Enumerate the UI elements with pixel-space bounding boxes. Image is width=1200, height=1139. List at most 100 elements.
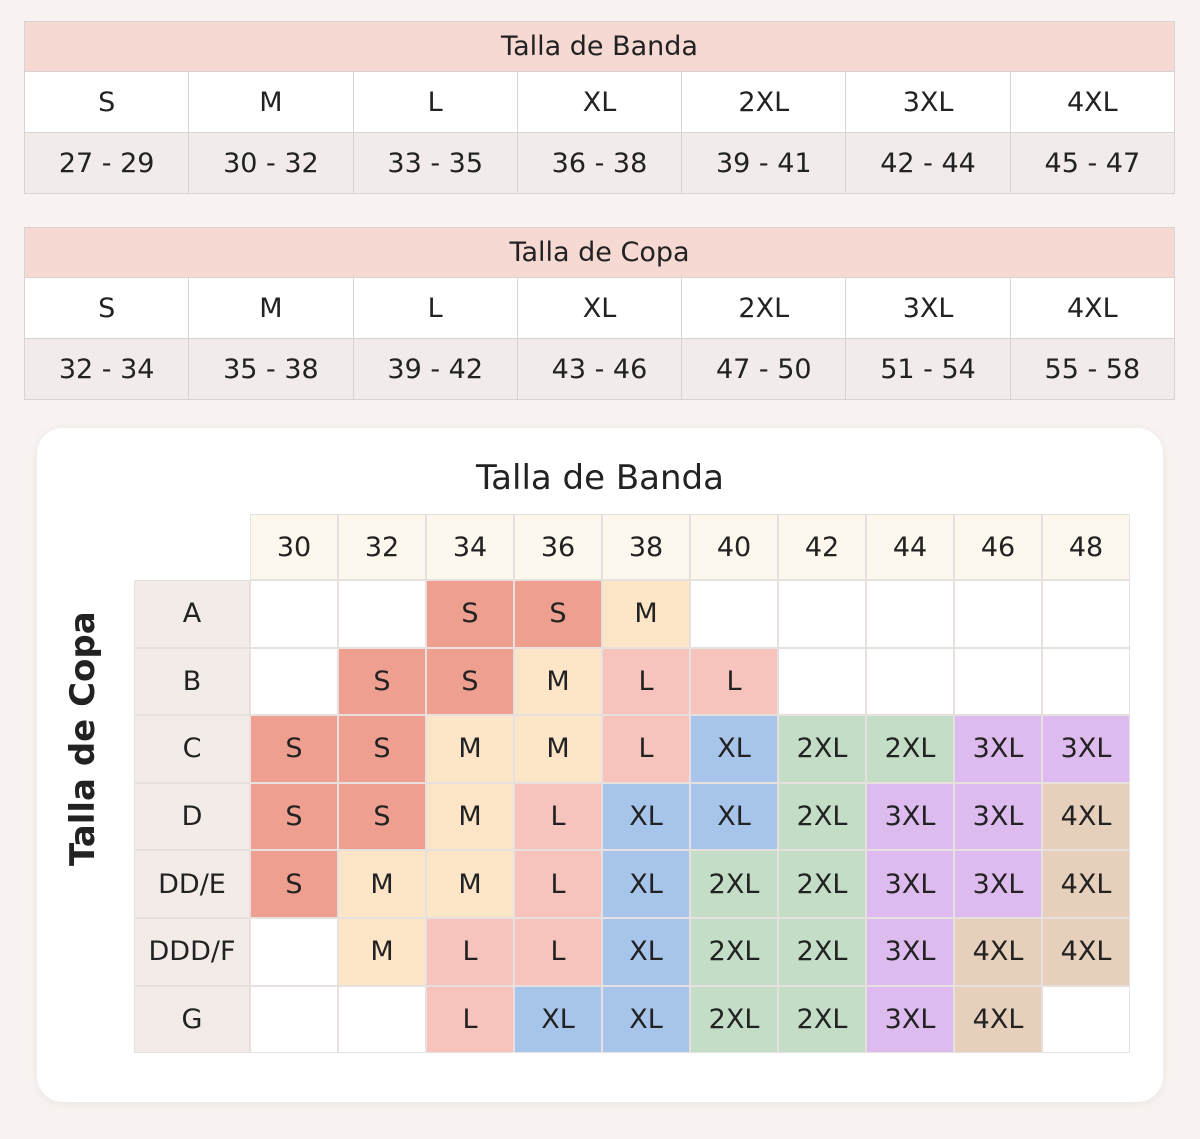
- cup-row-header: B: [134, 647, 250, 716]
- size-cell: [250, 918, 338, 986]
- size-cell: 4XL: [954, 918, 1042, 986]
- size-cell: 2XL: [778, 782, 866, 851]
- size-cell: [250, 985, 338, 1054]
- size-cell: 3XL: [1042, 715, 1130, 783]
- size-cell: L: [426, 918, 514, 986]
- size-cell: 3XL: [954, 782, 1042, 851]
- size-cell: 3XL: [866, 850, 954, 918]
- size-cell: S: [426, 580, 514, 648]
- band-column-header: 48: [1042, 514, 1130, 580]
- band-range-cell: 33 - 35: [352, 132, 518, 194]
- band-range-cell: 27 - 29: [23, 132, 190, 194]
- band-range-cell: 45 - 47: [1009, 132, 1176, 194]
- size-cell: XL: [602, 850, 690, 918]
- size-cell: L: [514, 782, 602, 851]
- band-column-header: 38: [602, 514, 690, 580]
- size-cell: 3XL: [954, 850, 1042, 918]
- band-table-title: Talla de Banda: [24, 21, 1175, 72]
- band-size-cell: XL: [516, 71, 683, 133]
- size-cell: XL: [690, 715, 778, 783]
- cup-table-title: Talla de Copa: [24, 227, 1175, 278]
- size-cell: M: [514, 715, 602, 783]
- band-range-cell: 36 - 38: [516, 132, 683, 194]
- size-cell: 2XL: [866, 715, 954, 783]
- cup-size-cell: 4XL: [1009, 277, 1176, 339]
- band-column-header: 32: [338, 514, 426, 580]
- band-size-cell: 2XL: [681, 71, 847, 133]
- size-cell: [338, 580, 426, 648]
- size-cell: M: [514, 647, 602, 716]
- size-cell: [250, 580, 338, 648]
- band-column-header: 46: [954, 514, 1042, 580]
- cup-row-header: D: [134, 782, 250, 851]
- band-size-cell: S: [23, 71, 190, 133]
- size-cell: S: [250, 715, 338, 783]
- cup-size-cell: M: [188, 277, 354, 339]
- cup-row-header: A: [134, 580, 250, 648]
- cup-size-cell: L: [352, 277, 518, 339]
- cup-range-cell: 47 - 50: [681, 338, 847, 400]
- band-range-cell: 39 - 41: [681, 132, 847, 194]
- size-cell: [338, 985, 426, 1054]
- size-cell: 4XL: [1042, 782, 1130, 851]
- band-column-header: 36: [514, 514, 602, 580]
- size-cell: [866, 580, 954, 648]
- cup-axis-label: Talla de Copa: [63, 611, 103, 866]
- cup-range-cell: 35 - 38: [188, 338, 354, 400]
- size-cell: S: [338, 782, 426, 851]
- size-cell: L: [602, 647, 690, 716]
- size-cell: 2XL: [690, 918, 778, 986]
- cup-range-cell: 39 - 42: [352, 338, 518, 400]
- size-cell: [866, 647, 954, 716]
- size-cell: S: [338, 715, 426, 783]
- cup-range-cell: 51 - 54: [845, 338, 1011, 400]
- cup-size-cell: S: [23, 277, 190, 339]
- cup-range-cell: 32 - 34: [23, 338, 190, 400]
- band-size-table: Talla de Banda S M L XL 2XL 3XL 4XL 27 -…: [23, 21, 1176, 194]
- size-cell: [1042, 647, 1130, 716]
- band-range-cell: 42 - 44: [845, 132, 1011, 194]
- size-cell: XL: [602, 782, 690, 851]
- size-cell: [1042, 985, 1130, 1054]
- size-cell: M: [338, 850, 426, 918]
- band-column-header: 34: [426, 514, 514, 580]
- size-cell: XL: [514, 985, 602, 1054]
- band-size-cell: 4XL: [1009, 71, 1176, 133]
- cup-size-cell: XL: [516, 277, 683, 339]
- band-column-header: 42: [778, 514, 866, 580]
- size-cell: XL: [602, 918, 690, 986]
- size-cell: [250, 647, 338, 716]
- size-cell: L: [426, 985, 514, 1054]
- size-cell: [954, 647, 1042, 716]
- size-chart-card: Talla de Banda Talla de Copa 30 32 34 36 38 4…: [37, 428, 1163, 1102]
- size-cell: 2XL: [778, 918, 866, 986]
- size-cell: S: [514, 580, 602, 648]
- size-cell: 2XL: [690, 985, 778, 1054]
- size-cell: L: [514, 918, 602, 986]
- size-cell: 2XL: [778, 985, 866, 1054]
- band-column-header: 40: [690, 514, 778, 580]
- size-cell: [778, 580, 866, 648]
- size-cell: 4XL: [1042, 918, 1130, 986]
- cup-row-header: DDD/F: [134, 918, 250, 986]
- size-cell: [690, 580, 778, 648]
- size-cell: M: [426, 782, 514, 851]
- cup-range-cell: 55 - 58: [1009, 338, 1176, 400]
- size-cell: S: [338, 647, 426, 716]
- band-column-header: 30: [250, 514, 338, 580]
- size-cell: M: [338, 918, 426, 986]
- size-cell: 3XL: [866, 782, 954, 851]
- size-cell: M: [426, 715, 514, 783]
- band-column-header: 44: [866, 514, 954, 580]
- cup-size-cell: 2XL: [681, 277, 847, 339]
- size-cell: [778, 647, 866, 716]
- size-cell: 2XL: [778, 715, 866, 783]
- cup-row-header: G: [134, 985, 250, 1054]
- size-chart-title: Talla de Banda: [476, 458, 724, 498]
- cup-row-header: C: [134, 715, 250, 783]
- size-cell: 3XL: [866, 985, 954, 1054]
- band-range-cell: 30 - 32: [188, 132, 354, 194]
- size-cell: M: [426, 850, 514, 918]
- size-cell: L: [602, 715, 690, 783]
- size-cell: 2XL: [690, 850, 778, 918]
